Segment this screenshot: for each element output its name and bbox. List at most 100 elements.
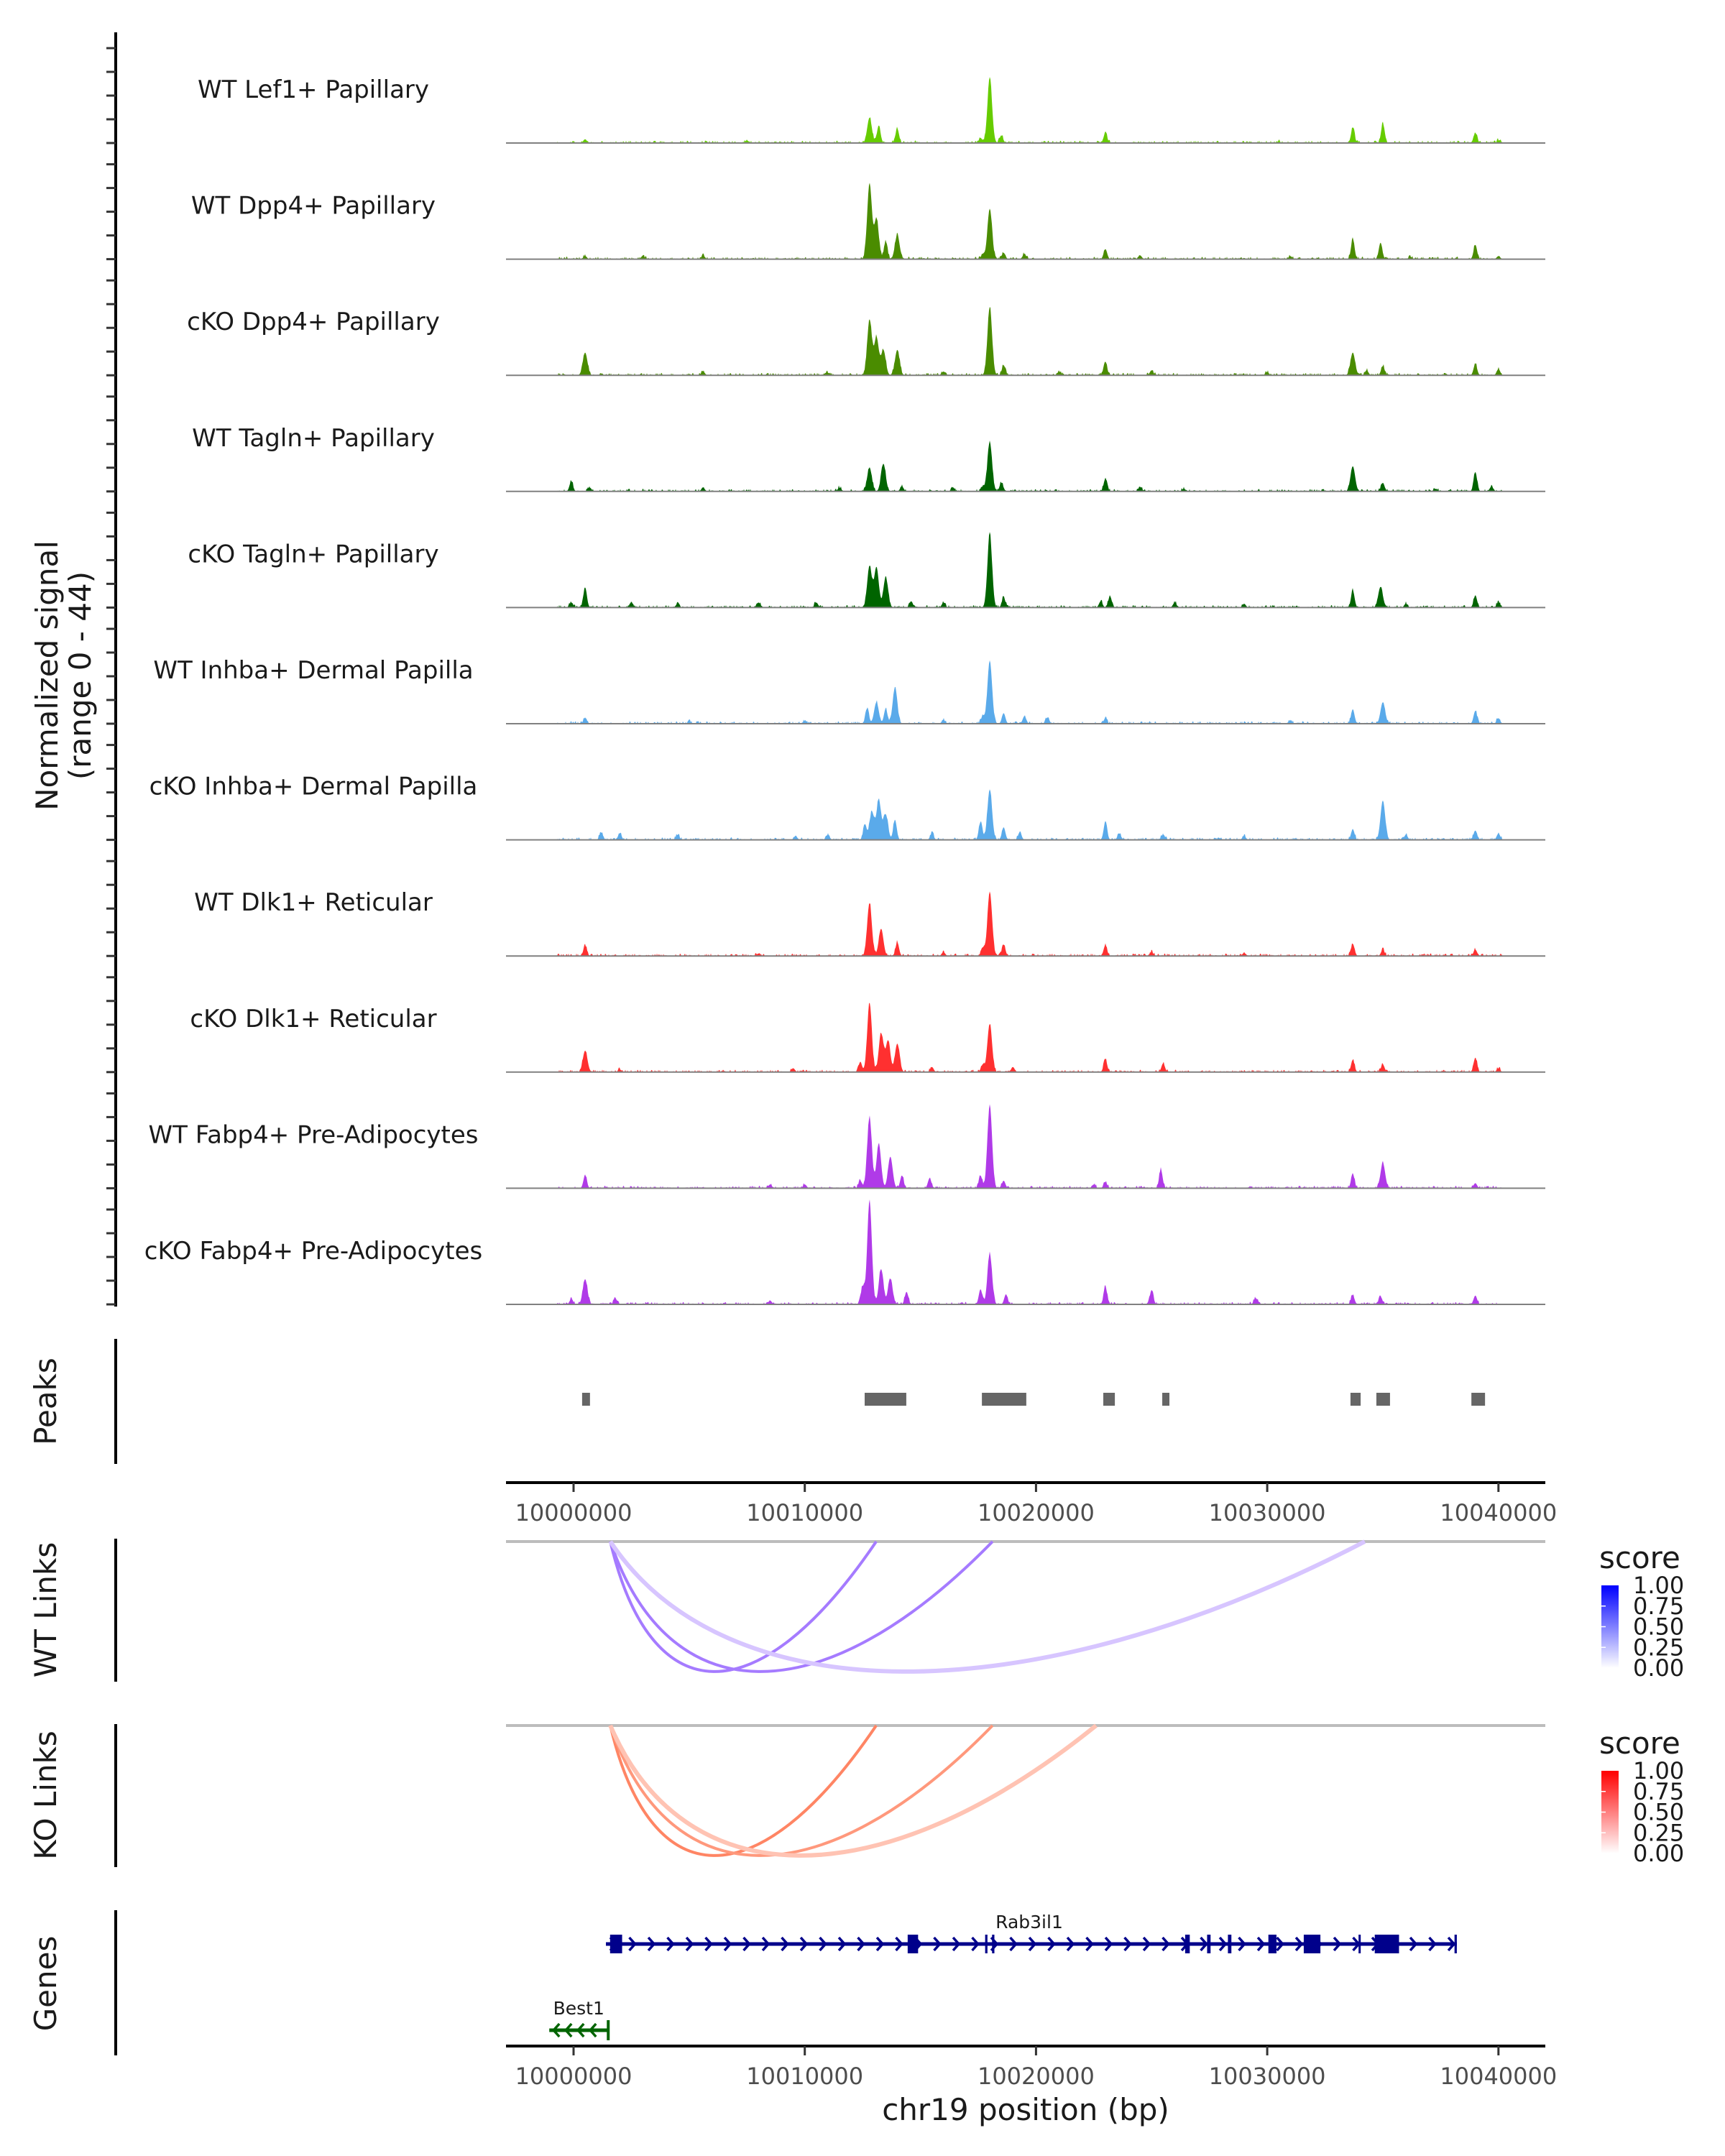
track-label: WT Dlk1+ Reticular — [194, 888, 433, 917]
strand-arrow-icon — [1104, 1936, 1113, 1952]
strand-arrow-icon — [781, 1936, 789, 1952]
legend-tick-label: 1.00 — [1633, 1572, 1684, 1599]
wt-links-section-label: WT Links — [28, 1542, 63, 1677]
strand-arrow-icon — [1142, 1936, 1151, 1952]
gene-exon — [1228, 1935, 1232, 1953]
peak-region — [1350, 1393, 1361, 1406]
peak-region — [1376, 1393, 1390, 1406]
link-arc — [609, 1724, 878, 1857]
strand-arrow-icon — [895, 1936, 903, 1952]
peak-region — [1103, 1393, 1116, 1406]
strand-arrow-icon — [971, 1936, 980, 1952]
coverage-area — [557, 532, 1502, 608]
strand-arrow-icon — [761, 1936, 770, 1952]
track-label: WT Fabp4+ Pre-Adipocytes — [149, 1120, 479, 1149]
gene-exon — [1374, 1935, 1399, 1953]
legend-tick-label: 0.50 — [1633, 1799, 1684, 1826]
coverage-tracks: WT Lef1+ Papillary WT Dpp4+ Papillary cKO … — [106, 32, 1545, 1307]
coverage-area — [557, 891, 1502, 957]
track-label: cKO Tagln+ Papillary — [188, 540, 438, 568]
strand-arrow-icon — [799, 1936, 809, 1952]
genes-x-tick-label: 10010000 — [746, 2063, 863, 2090]
strand-arrow-icon — [857, 1936, 865, 1952]
strand-arrow-icon — [1447, 1936, 1456, 1952]
legend-tick-label: 0.25 — [1633, 1634, 1684, 1661]
peak-region — [865, 1393, 906, 1406]
peaks-x-tick-label: 10040000 — [1440, 1499, 1557, 1526]
strand-arrow-icon — [1200, 1936, 1208, 1952]
strand-arrow-icon — [647, 1936, 656, 1952]
coverage-track: WT Lef1+ Papillary — [106, 47, 1545, 144]
peaks-x-tick-label: 10030000 — [1209, 1499, 1326, 1526]
strand-arrow-icon — [1333, 1936, 1342, 1952]
legend-tick-label: 0.50 — [1633, 1613, 1684, 1641]
strand-arrow-icon — [875, 1936, 885, 1952]
gene-exon — [907, 1935, 919, 1953]
x-axis-title: chr19 position (bp) — [882, 2092, 1169, 2127]
gene-exon — [985, 1935, 988, 1953]
strand-arrow-icon — [1028, 1936, 1037, 1952]
strand-arrow-icon — [588, 2022, 597, 2038]
links-tracks: score1.000.750.500.250.00score1.000.750.… — [114, 1539, 1684, 1867]
coverage-area — [557, 1003, 1502, 1072]
link-arc — [609, 1540, 878, 1673]
strand-arrow-icon — [1047, 1936, 1056, 1952]
track-label: cKO Dlk1+ Reticular — [190, 1005, 436, 1033]
peaks-x-tick-label: 10000000 — [515, 1499, 632, 1526]
coverage-track: WT Fabp4+ Pre-Adipocytes — [106, 1092, 1545, 1189]
legend-title: score — [1599, 1540, 1680, 1575]
y-axis-title-line2: (range 0 - 44) — [63, 571, 98, 780]
legend-tick-label: 1.00 — [1633, 1757, 1684, 1784]
coverage-area — [557, 307, 1502, 376]
coverage-track: cKO Fabp4+ Pre-Adipocytes — [106, 1199, 1545, 1306]
link-arc — [609, 1724, 994, 1857]
legend-tick-label: 0.00 — [1633, 1840, 1684, 1867]
genes-x-tick-label: 10020000 — [978, 2063, 1095, 2090]
peaks-x-tick-label: 10010000 — [746, 1499, 863, 1526]
coverage-track: WT Dlk1+ Reticular — [106, 860, 1545, 957]
strand-arrow-icon — [1162, 1936, 1170, 1952]
strand-arrow-icon — [1218, 1936, 1228, 1952]
genes-x-tick-label: 10030000 — [1209, 2063, 1326, 2090]
coverage-area — [557, 1199, 1502, 1304]
track-label: WT Dpp4+ Papillary — [191, 192, 436, 221]
gene-exon — [1358, 1935, 1361, 1953]
legend-tick-label: 0.25 — [1633, 1819, 1684, 1846]
track-label: cKO Dpp4+ Papillary — [187, 308, 440, 336]
gene-exon — [610, 1935, 622, 1953]
peaks-x-tick-label: 10020000 — [978, 1499, 1095, 1526]
strand-arrow-icon — [1276, 1936, 1284, 1952]
gene-exon — [992, 1935, 995, 1953]
ko-links-section-label: KO Links — [28, 1731, 63, 1860]
legend-tick-label: 0.75 — [1633, 1778, 1684, 1805]
genes-x-tick-label: 10040000 — [1440, 2063, 1557, 2090]
coverage-area — [557, 77, 1502, 143]
strand-arrow-icon — [704, 1936, 713, 1952]
strand-arrow-icon — [576, 2022, 585, 2038]
strand-arrow-icon — [628, 1936, 637, 1952]
gene-exon — [1303, 1935, 1321, 1953]
peak-region — [982, 1393, 1026, 1406]
peak-region — [1471, 1393, 1486, 1406]
legend-tick-label: 0.00 — [1633, 1654, 1684, 1682]
strand-arrow-icon — [1409, 1936, 1418, 1952]
link-arc — [608, 1723, 1098, 1858]
legend-tick-label: 0.75 — [1633, 1593, 1684, 1620]
coverage-area — [557, 441, 1502, 492]
track-label: cKO Fabp4+ Pre-Adipocytes — [144, 1237, 483, 1266]
peak-region — [1162, 1393, 1170, 1406]
link-arc — [609, 1540, 994, 1673]
coverage-track: cKO Dpp4+ Papillary — [106, 279, 1545, 377]
coverage-area — [557, 789, 1502, 840]
strand-arrow-icon — [952, 1936, 961, 1952]
strand-arrow-icon — [1123, 1936, 1132, 1952]
gene-name-label: Best1 — [553, 1998, 604, 2019]
strand-arrow-icon — [685, 1936, 694, 1952]
strand-arrow-icon — [1009, 1936, 1018, 1952]
strand-arrow-icon — [819, 1936, 827, 1952]
strand-arrow-icon — [1428, 1936, 1437, 1952]
track-label: WT Inhba+ Dermal Papilla — [153, 656, 473, 685]
